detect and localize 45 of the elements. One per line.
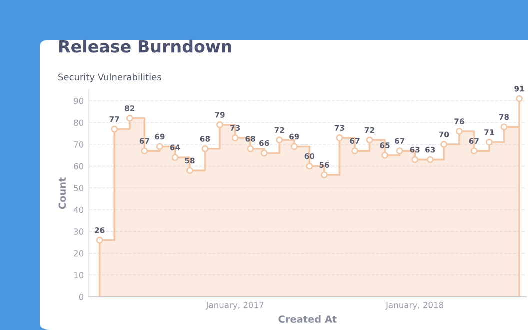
point — [396, 148, 404, 155]
point — [276, 136, 284, 144]
point — [186, 167, 194, 174]
point — [141, 148, 148, 155]
point — [126, 114, 134, 122]
x-axis-title: Created At — [278, 315, 337, 324]
point — [412, 156, 419, 164]
point — [516, 95, 523, 102]
point — [352, 148, 358, 155]
point — [216, 121, 224, 128]
x-tick-label: January, 2017 — [206, 302, 264, 310]
point — [290, 143, 298, 150]
point — [260, 150, 268, 157]
point — [440, 141, 448, 148]
y-tick-label: 0 — [79, 294, 84, 300]
chart-title: Release Burndown — [60, 40, 232, 53]
point — [336, 134, 344, 142]
point — [156, 143, 164, 150]
y-tick-label: 90 — [74, 98, 84, 104]
point — [202, 145, 209, 152]
point — [172, 154, 179, 162]
point — [247, 145, 254, 152]
y-tick-label: 10 — [74, 272, 84, 279]
y-tick-label: 40 — [74, 206, 84, 214]
point — [456, 128, 463, 135]
point — [486, 138, 493, 146]
chart-subtitle: Security Vulnerabilities — [58, 74, 162, 82]
y-tick-label: 50 — [74, 185, 84, 192]
y-tick-label: 70 — [74, 142, 84, 148]
y-tick-label: 30 — [74, 228, 84, 235]
y-tick-label: 20 — [74, 250, 84, 257]
y-tick-label: 80 — [74, 120, 84, 126]
point — [320, 172, 328, 179]
point — [111, 126, 118, 133]
point — [382, 152, 389, 159]
y-tick-label: 60 — [74, 163, 84, 170]
y-axis-title: Count — [58, 178, 66, 210]
point — [232, 134, 239, 142]
point — [426, 156, 434, 164]
point — [96, 236, 104, 244]
x-tick-label: January, 2018 — [386, 302, 444, 310]
point — [470, 148, 478, 155]
point — [500, 124, 508, 131]
point — [366, 136, 374, 144]
point — [306, 162, 314, 170]
